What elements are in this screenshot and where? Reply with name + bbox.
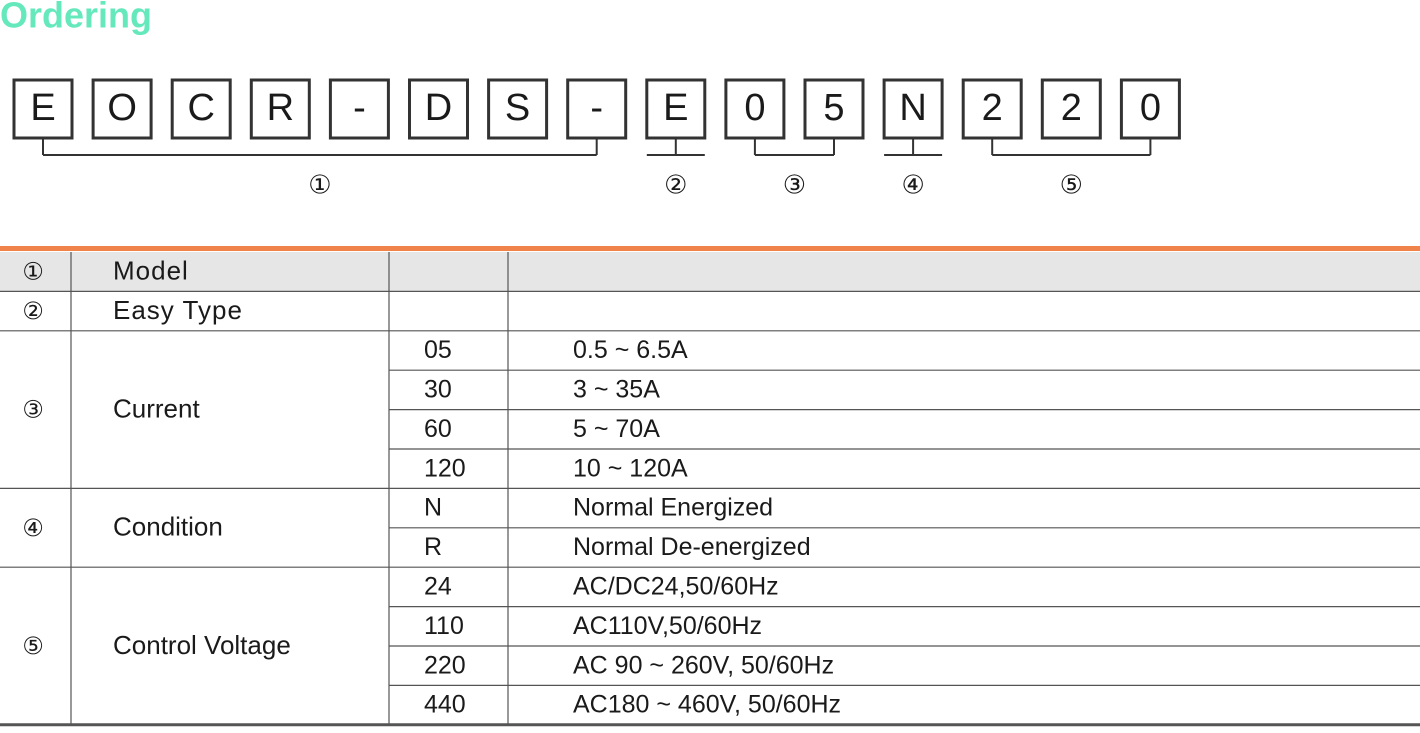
group-mark: ③ [783,171,806,201]
code-box [408,78,469,140]
row-number: ① [22,258,44,286]
code-char: - [590,87,603,129]
code-char: 2 [982,87,1003,129]
code-box [170,78,232,140]
option-code: N [424,494,442,522]
group-mark: ④ [901,171,924,201]
code-char: 0 [1140,87,1161,129]
option-desc: AC/DC24,50/60Hz [573,573,779,601]
code-box [487,78,549,140]
option-code: 05 [424,336,452,364]
header-bg [0,252,1420,292]
group-mark: ② [664,171,687,201]
option-desc: 0.5 ~ 6.5A [573,336,688,364]
row-name: Condition [113,512,223,542]
code-char: E [30,87,55,129]
row-number: ⑤ [22,632,44,660]
option-code: 110 [424,612,464,640]
code-char: 5 [823,87,844,129]
code-char: C [187,87,214,129]
code-char: R [267,87,294,129]
option-code: 60 [424,415,452,443]
code-char: - [353,87,366,129]
row-number: ③ [22,396,44,424]
code-char: S [505,87,530,129]
option-code: 30 [424,376,452,404]
option-code: 120 [424,454,466,482]
code-box [328,78,390,140]
option-code: R [424,533,442,561]
group-mark: ① [308,171,331,201]
code-char: D [425,87,452,129]
option-desc: AC180 ~ 460V, 50/60Hz [573,691,841,719]
option-desc: AC110V,50/60Hz [573,612,762,640]
code-char: N [899,87,926,129]
option-desc: 5 ~ 70A [573,415,660,443]
row-name: Current [113,393,200,423]
group-mark: ⑤ [1060,171,1083,201]
option-desc: AC 90 ~ 260V, 50/60Hz [573,651,834,679]
code-box [249,78,311,140]
code-char: 0 [744,87,765,129]
code-box [1040,78,1102,140]
row-name: Model [113,256,189,286]
option-desc: Normal Energized [573,494,773,522]
option-code: 440 [424,691,466,719]
row-name: Control Voltage [113,630,291,660]
code-char: E [663,87,688,129]
option-desc: Normal De-energized [573,533,811,561]
code-char: O [107,87,137,129]
option-desc: 3 ~ 35A [573,376,660,404]
title: Ordering [0,0,152,36]
option-desc: 10 ~ 120A [573,454,688,482]
row-name: Easy Type [113,295,243,325]
code-box [91,78,153,140]
accent-bar [0,246,1420,251]
option-code: 24 [424,573,452,601]
row-number: ④ [22,514,44,542]
row-number: ② [22,297,44,325]
option-code: 220 [424,651,466,679]
code-char: 2 [1061,87,1082,129]
